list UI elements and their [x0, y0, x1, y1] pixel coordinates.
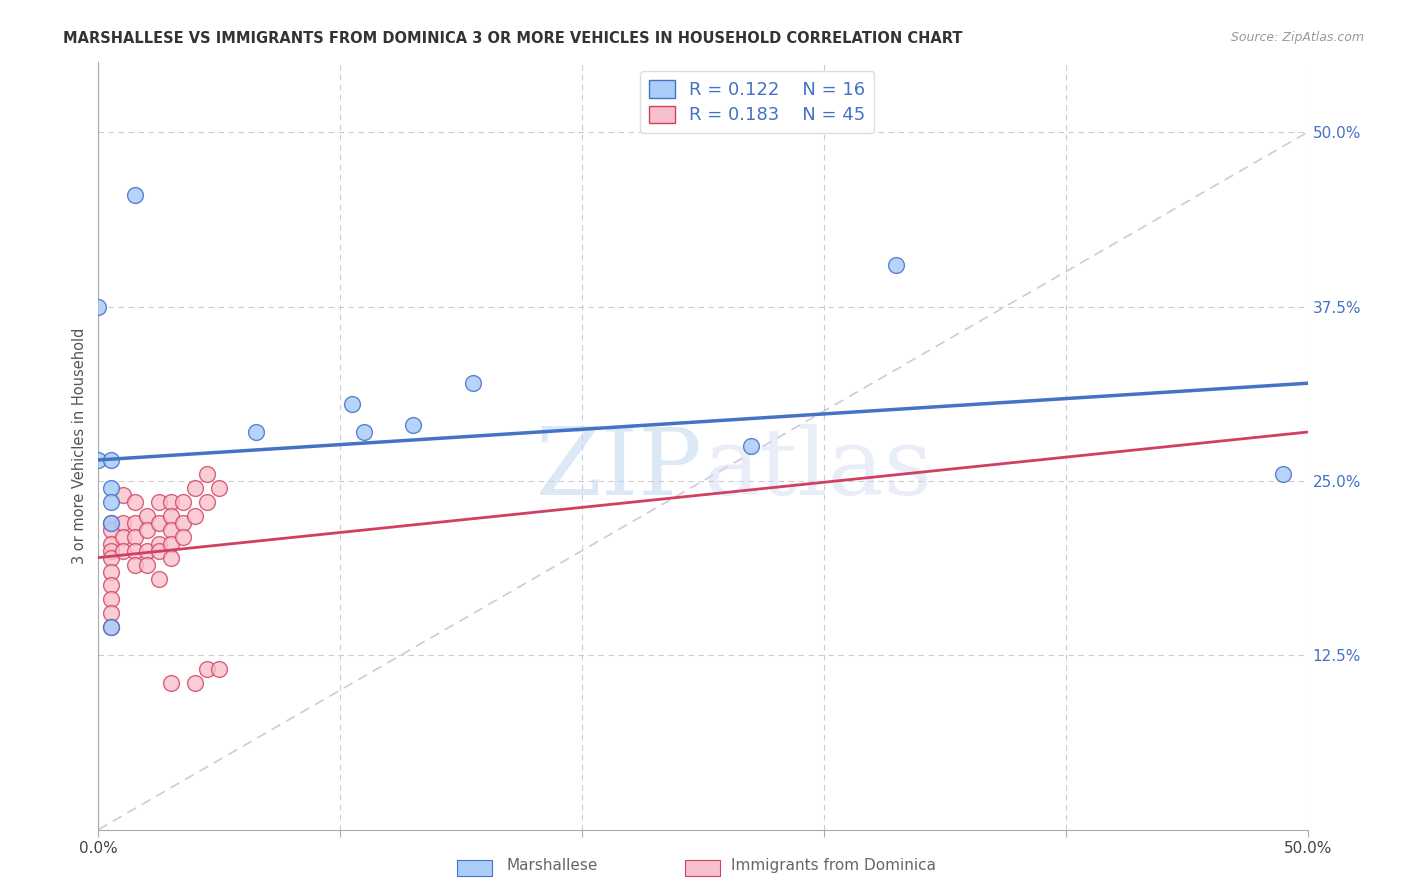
Point [100, 550, 122, 565]
Point [195, 662, 218, 676]
Point [148, 516, 170, 530]
Point [100, 481, 122, 495]
Point [184, 481, 207, 495]
Text: MARSHALLESE VS IMMIGRANTS FROM DOMINICA 3 OR MORE VEHICLES IN HOUSEHOLD CORRELAT: MARSHALLESE VS IMMIGRANTS FROM DOMINICA … [63, 31, 963, 46]
Point [160, 523, 183, 537]
Text: Marshallese: Marshallese [506, 858, 598, 872]
Point [111, 516, 134, 530]
Point [1272, 467, 1295, 481]
Point [172, 516, 194, 530]
Point [124, 558, 146, 572]
Text: atlas: atlas [703, 424, 932, 514]
Point [124, 530, 146, 544]
Point [100, 565, 122, 579]
Point [111, 488, 134, 502]
Point [100, 523, 122, 537]
Point [100, 516, 122, 530]
Point [184, 508, 207, 523]
Point [100, 453, 122, 467]
Point [124, 188, 146, 202]
Point [111, 530, 134, 544]
Point [402, 418, 425, 433]
Point [100, 620, 122, 634]
Point [124, 516, 146, 530]
Point [135, 543, 157, 558]
Point [195, 495, 218, 509]
Point [463, 376, 485, 391]
Point [87, 300, 110, 314]
Point [886, 258, 908, 272]
Point [160, 676, 183, 690]
Point [135, 523, 157, 537]
Point [135, 508, 157, 523]
Point [208, 662, 231, 676]
Text: Immigrants from Dominica: Immigrants from Dominica [731, 858, 936, 872]
Point [100, 536, 122, 550]
Point [135, 558, 157, 572]
Y-axis label: 3 or more Vehicles in Household: 3 or more Vehicles in Household [72, 328, 87, 564]
Point [148, 572, 170, 586]
Point [124, 543, 146, 558]
Point [100, 495, 122, 509]
Legend: R = 0.122    N = 16, R = 0.183    N = 45: R = 0.122 N = 16, R = 0.183 N = 45 [640, 71, 875, 134]
Point [172, 530, 194, 544]
Point [184, 676, 207, 690]
Point [111, 543, 134, 558]
Point [195, 467, 218, 481]
Point [740, 439, 762, 453]
Point [100, 607, 122, 621]
Point [124, 495, 146, 509]
Point [100, 516, 122, 530]
Text: Source: ZipAtlas.com: Source: ZipAtlas.com [1230, 31, 1364, 45]
Point [87, 453, 110, 467]
Point [100, 592, 122, 607]
Point [148, 536, 170, 550]
Point [160, 536, 183, 550]
Point [148, 495, 170, 509]
Point [148, 543, 170, 558]
Text: ZIP: ZIP [536, 424, 703, 514]
Point [342, 397, 364, 411]
Point [100, 620, 122, 634]
Point [172, 495, 194, 509]
Point [353, 425, 375, 439]
Point [160, 495, 183, 509]
Point [160, 508, 183, 523]
Point [245, 425, 267, 439]
Point [208, 481, 231, 495]
Point [100, 578, 122, 592]
Point [160, 550, 183, 565]
Point [100, 543, 122, 558]
